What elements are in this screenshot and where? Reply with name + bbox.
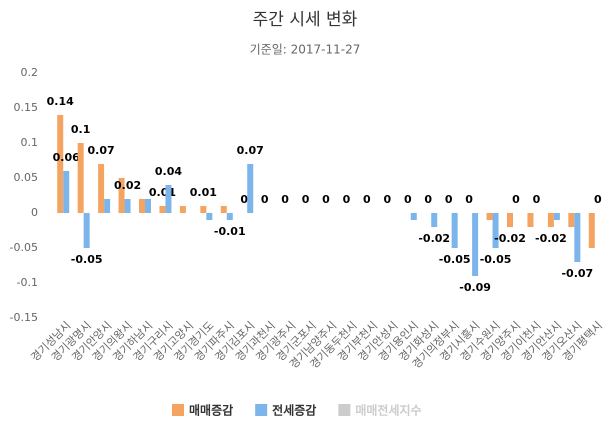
bar bbox=[98, 164, 105, 213]
y-tick-label: 0.15 bbox=[14, 101, 39, 114]
bar bbox=[57, 115, 64, 213]
value-label: -0.02 bbox=[418, 232, 450, 245]
value-label: 0 bbox=[281, 193, 289, 206]
bar bbox=[200, 206, 207, 213]
bar bbox=[507, 213, 513, 227]
value-label: 0.07 bbox=[237, 144, 264, 157]
value-label: 0.02 bbox=[114, 179, 141, 192]
bar bbox=[145, 199, 151, 213]
value-label: -0.05 bbox=[480, 253, 512, 266]
value-label: 0.01 bbox=[190, 186, 217, 199]
value-label: -0.05 bbox=[71, 253, 103, 266]
value-label: -0.05 bbox=[439, 253, 471, 266]
bar bbox=[553, 213, 560, 220]
value-label: 0 bbox=[302, 193, 310, 206]
value-label: -0.09 bbox=[459, 281, 491, 294]
value-label: 0 bbox=[343, 193, 351, 206]
value-label: 0 bbox=[404, 193, 412, 206]
legend-swatch[interactable] bbox=[338, 404, 351, 416]
y-tick-label: 0.2 bbox=[21, 66, 39, 79]
value-label: 0 bbox=[424, 193, 432, 206]
bar bbox=[118, 178, 125, 213]
y-tick-label: 0.1 bbox=[21, 136, 39, 149]
chart-title: 주간 시세 변화 bbox=[253, 10, 358, 30]
bar bbox=[492, 213, 499, 248]
bar bbox=[451, 213, 458, 248]
value-label: 0 bbox=[594, 193, 602, 206]
value-label: 0 bbox=[465, 193, 473, 206]
value-label: 0 bbox=[363, 193, 371, 206]
bar bbox=[63, 171, 70, 213]
value-label: -0.02 bbox=[494, 232, 526, 245]
y-tick-label: -0.05 bbox=[10, 241, 38, 254]
value-label: 0.14 bbox=[47, 95, 74, 108]
bar bbox=[165, 185, 172, 213]
legend-swatch[interactable] bbox=[255, 404, 268, 416]
legend-label[interactable]: 매매증감 bbox=[189, 403, 233, 418]
value-label: -0.07 bbox=[561, 267, 593, 280]
bar bbox=[179, 206, 186, 213]
bar bbox=[104, 199, 111, 213]
bar bbox=[206, 213, 213, 220]
value-label: 0 bbox=[240, 193, 248, 206]
bar bbox=[486, 213, 493, 220]
legend-label[interactable]: 매매전세지수 bbox=[355, 403, 421, 418]
bar bbox=[220, 206, 227, 213]
bar bbox=[410, 213, 417, 220]
bar bbox=[83, 213, 90, 248]
y-tick-label: 0 bbox=[31, 206, 38, 219]
bar bbox=[568, 213, 575, 227]
bar bbox=[226, 213, 233, 220]
bar bbox=[77, 143, 84, 213]
value-label: 0 bbox=[384, 193, 392, 206]
y-tick-label: -0.1 bbox=[17, 276, 38, 289]
value-label: 0.1 bbox=[71, 123, 91, 136]
bar bbox=[527, 213, 534, 227]
value-label: 0.06 bbox=[53, 151, 80, 164]
bar bbox=[588, 213, 595, 248]
value-label: 0.04 bbox=[155, 165, 182, 178]
bar bbox=[124, 199, 131, 213]
bar bbox=[547, 213, 554, 227]
legend-label[interactable]: 전세증감 bbox=[272, 403, 316, 418]
value-label: 0 bbox=[322, 193, 330, 206]
bar bbox=[431, 213, 438, 227]
bar bbox=[472, 213, 479, 276]
chart-subtitle: 기준일: 2017-11-27 bbox=[250, 43, 361, 57]
bar bbox=[247, 164, 254, 213]
value-label: 0 bbox=[445, 193, 453, 206]
value-label: 0 bbox=[261, 193, 269, 206]
bar bbox=[574, 213, 581, 262]
y-tick-label: 0.05 bbox=[14, 171, 39, 184]
bar bbox=[159, 206, 166, 213]
value-label: 0 bbox=[512, 193, 520, 206]
value-label: 0.07 bbox=[88, 144, 115, 157]
bar bbox=[139, 199, 145, 213]
y-tick-label: -0.15 bbox=[10, 311, 38, 324]
value-label: -0.02 bbox=[535, 232, 567, 245]
value-label: 0 bbox=[533, 193, 541, 206]
legend-swatch[interactable] bbox=[172, 404, 184, 416]
value-label: 0.01 bbox=[149, 186, 176, 199]
value-label: -0.01 bbox=[214, 225, 246, 238]
